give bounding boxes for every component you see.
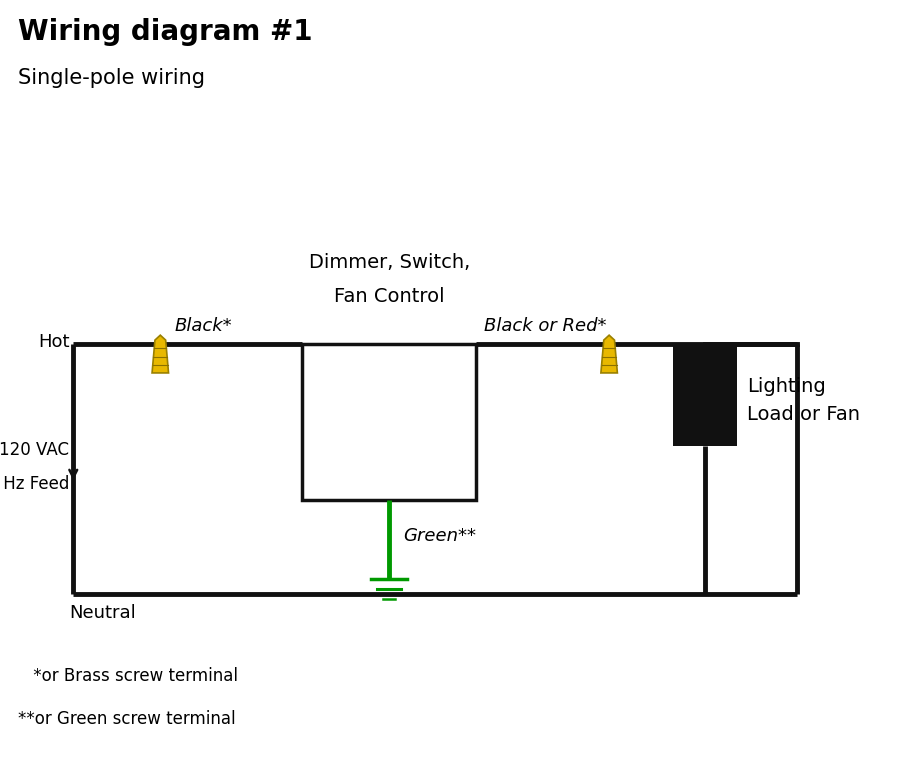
Text: Hot: Hot: [38, 333, 70, 351]
Text: Green**: Green**: [403, 526, 476, 545]
Bar: [302, 344, 476, 500]
Text: 120 VAC: 120 VAC: [0, 441, 70, 459]
Text: *or Brass screw terminal: *or Brass screw terminal: [28, 667, 238, 685]
Text: Dimmer, Switch,: Dimmer, Switch,: [309, 253, 470, 272]
Polygon shape: [152, 335, 169, 373]
Text: Lighting: Lighting: [747, 378, 826, 396]
Bar: [673, 344, 737, 446]
Text: Neutral: Neutral: [70, 604, 136, 622]
Text: Black*: Black*: [175, 317, 232, 335]
Text: Single-pole wiring: Single-pole wiring: [18, 68, 205, 88]
Text: Fan Control: Fan Control: [334, 287, 444, 306]
Text: Black or Red*: Black or Red*: [485, 317, 606, 335]
Text: Wiring diagram #1: Wiring diagram #1: [18, 18, 312, 46]
Text: **or Green screw terminal: **or Green screw terminal: [18, 710, 235, 728]
Polygon shape: [601, 335, 617, 373]
Text: 60 Hz Feed: 60 Hz Feed: [0, 475, 70, 493]
Text: Load or Fan: Load or Fan: [747, 405, 860, 425]
